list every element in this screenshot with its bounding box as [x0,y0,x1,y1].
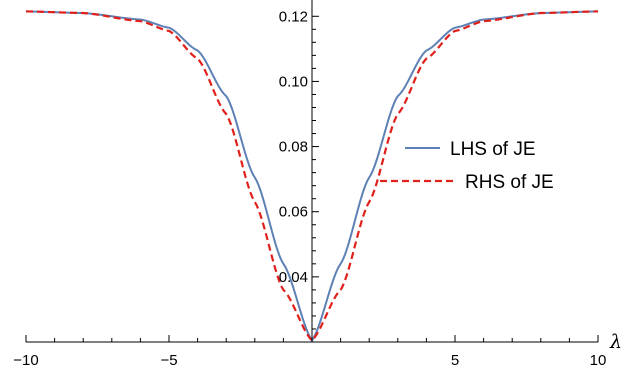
legend: LHS of JE RHS of JE [380,139,554,193]
y-tick-label: 0.04 [279,269,308,286]
axes: −10 −5 5 10 0.04 0.06 0.08 0.10 0.12 λ [13,0,622,369]
x-tick-label: −5 [160,352,177,369]
x-axis-label: λ [609,331,622,353]
x-tick-label: −10 [13,352,38,369]
y-tick-label: 0.10 [279,73,308,90]
y-tick-label: 0.06 [279,204,308,221]
legend-label-1: LHS of JE [450,139,536,160]
x-tick-label: 5 [451,352,459,369]
x-ticks: −10 −5 5 10 [13,335,606,369]
legend-label-2: RHS of JE [465,172,554,193]
y-ticks: 0.04 0.06 0.08 0.10 0.12 [279,8,319,330]
x-tick-label: 10 [590,352,607,369]
y-tick-label: 0.12 [279,8,308,25]
y-tick-label: 0.08 [279,139,308,156]
